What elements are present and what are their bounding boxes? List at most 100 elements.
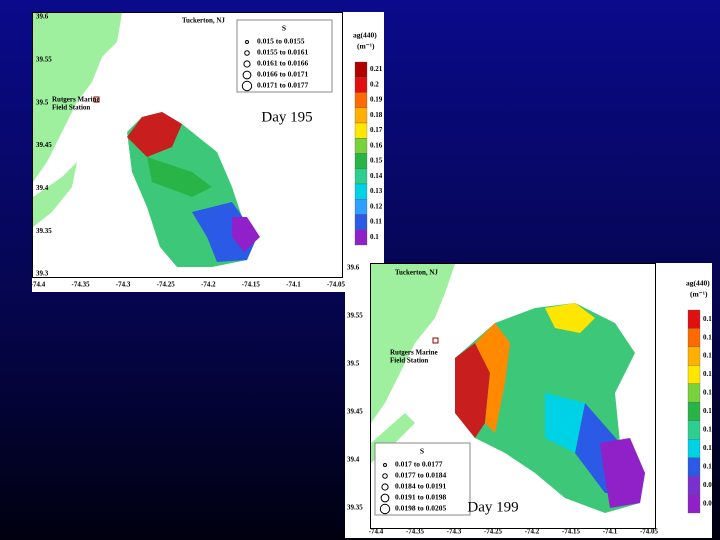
- size-legend-entry: 0.0198 to 0.0205: [395, 504, 446, 513]
- size-legend-symbol: [244, 50, 250, 56]
- size-legend-symbol: [383, 463, 387, 467]
- colorbar-swatch: [687, 494, 701, 514]
- lon-tick-label: -74.1: [603, 528, 618, 536]
- colorbar-tick-label: 0.14: [370, 172, 383, 180]
- map-panel: 39.6 39.55 39.5 39.45 39.4 39.35 -74.4 -74.35 -7…: [345, 263, 712, 538]
- colorbar-title: ag(440): [686, 279, 710, 288]
- colorbar-tick-label: 0.18: [370, 111, 383, 119]
- size-legend-title: S: [282, 24, 286, 33]
- colorbar-swatch: [687, 346, 701, 366]
- size-legend-symbol: [380, 493, 390, 503]
- colorbar-swatch: [687, 420, 701, 440]
- lat-tick-label: 39.3: [36, 270, 49, 278]
- size-legend-box: [236, 19, 333, 93]
- colorbar-tick-label: 0.16: [703, 352, 712, 360]
- size-legend-symbol: [381, 483, 389, 491]
- lon-tick-label: -74.05: [640, 528, 659, 536]
- colorbar-tick-label: 0.14: [703, 389, 712, 397]
- colorbar-swatch: [354, 122, 368, 139]
- size-legend-symbol: [241, 80, 253, 92]
- size-legend-symbol: [242, 70, 252, 80]
- lon-tick-label: -74.3: [116, 281, 131, 289]
- colorbar-swatch: [354, 61, 368, 78]
- size-legend-entry: 0.017 to 0.0177: [395, 460, 443, 469]
- colorbar-swatch: [354, 199, 368, 215]
- colorbar-tick-label: 0.2: [370, 80, 379, 88]
- lon-tick-label: -74.3: [447, 528, 462, 536]
- colorbar-tick-label: 0.17: [703, 333, 712, 341]
- place-label: Rutgers Marine: [52, 96, 100, 104]
- colorbar-swatch: [354, 92, 368, 108]
- land: [371, 264, 455, 423]
- lon-tick-label: -74.35: [72, 281, 91, 289]
- colorbar-swatch: [687, 402, 701, 421]
- lon-tick-label: -74.25: [157, 281, 176, 289]
- lat-tick-label: 39.6: [347, 264, 360, 272]
- colorbar-swatch: [354, 168, 368, 185]
- colorbar-tick-label: 0.19: [370, 96, 383, 104]
- colorbar-swatch: [687, 328, 701, 348]
- colorbar-tick-label: 0.11: [370, 218, 382, 226]
- lat-tick-label: 39.45: [36, 141, 52, 149]
- colorbar-swatch: [354, 138, 368, 154]
- day-label: Day 199: [467, 499, 518, 515]
- colorbar-swatch: [687, 457, 701, 477]
- size-legend-entry: 0.0184 to 0.0191: [395, 482, 446, 491]
- size-legend-entry: 0.0177 to 0.0184: [395, 471, 446, 480]
- plume: [455, 343, 490, 438]
- colorbar-tick-label: 0.12: [703, 426, 712, 434]
- lon-tick-label: -74.4: [369, 528, 384, 536]
- size-legend-entry: 0.0161 to 0.0166: [257, 59, 308, 68]
- plume: [475, 323, 510, 433]
- size-legend-entry: 0.0171 to 0.0177: [257, 81, 308, 90]
- colorbar-swatch: [354, 77, 368, 93]
- size-legend-symbol: [379, 503, 391, 515]
- colorbar-swatch: [687, 439, 701, 458]
- map-panel: 39.6 39.55 39.5 39.45 39.4 39.35 39.3 -74.4 -74.…: [32, 12, 384, 292]
- lon-tick-label: -74.25: [484, 528, 503, 536]
- station-marker: [93, 96, 100, 103]
- size-legend-symbol: [243, 60, 251, 68]
- station-marker: [432, 337, 439, 344]
- place-label: Field Station: [390, 357, 428, 365]
- colorbar-unit: (m⁻¹): [690, 290, 708, 299]
- lat-tick-label: 39.5: [36, 98, 49, 106]
- size-legend-symbol: [245, 40, 249, 44]
- colorbar-tick-label: 0.15: [703, 370, 712, 378]
- colorbar-title: ag(440): [353, 31, 377, 40]
- lat-tick-label: 39.4: [36, 184, 49, 192]
- place-label: Tuckerton, NJ: [395, 269, 438, 277]
- colorbar-swatch: [354, 153, 368, 169]
- lat-tick-label: 39.5: [347, 360, 360, 368]
- size-legend-entry: 0.0155 to 0.0161: [257, 48, 308, 57]
- colorbar-tick-label: 0.13: [703, 407, 712, 415]
- colorbar-swatch: [687, 383, 701, 403]
- place-label: Rutgers Marine: [390, 349, 438, 357]
- size-legend-symbol: [382, 473, 388, 479]
- plume: [147, 157, 212, 197]
- colorbar-tick-label: 0.1: [370, 233, 379, 241]
- colorbar-tick-label: 0.11: [703, 444, 712, 452]
- lat-tick-label: 39.4: [347, 456, 360, 464]
- land: [33, 13, 122, 182]
- size-legend-entry: 0.015 to 0.0155: [257, 37, 305, 46]
- lon-tick-label: -74.2: [525, 528, 540, 536]
- plume: [232, 217, 260, 252]
- lat-tick-label: 39.45: [347, 408, 363, 416]
- plume: [600, 438, 645, 508]
- colorbar-tick-label: 0.18: [703, 315, 712, 323]
- colorbar-swatch: [354, 183, 368, 200]
- colorbar-tick-label: 0.15: [370, 157, 383, 165]
- colorbar-tick-label: 0.09: [703, 481, 712, 489]
- land: [33, 162, 77, 227]
- size-legend-entry: 0.0166 to 0.0171: [257, 70, 308, 79]
- colorbar-unit: (m⁻¹): [357, 42, 375, 51]
- day-label: Day 195: [261, 109, 312, 125]
- lon-tick-label: -74.2: [201, 281, 216, 289]
- size-legend-box: [374, 442, 471, 516]
- lat-tick-label: 39.6: [36, 13, 49, 21]
- lon-tick-label: -74.4: [32, 281, 46, 289]
- size-legend-entry: 0.0191 to 0.0198: [395, 493, 446, 502]
- plume: [545, 303, 595, 333]
